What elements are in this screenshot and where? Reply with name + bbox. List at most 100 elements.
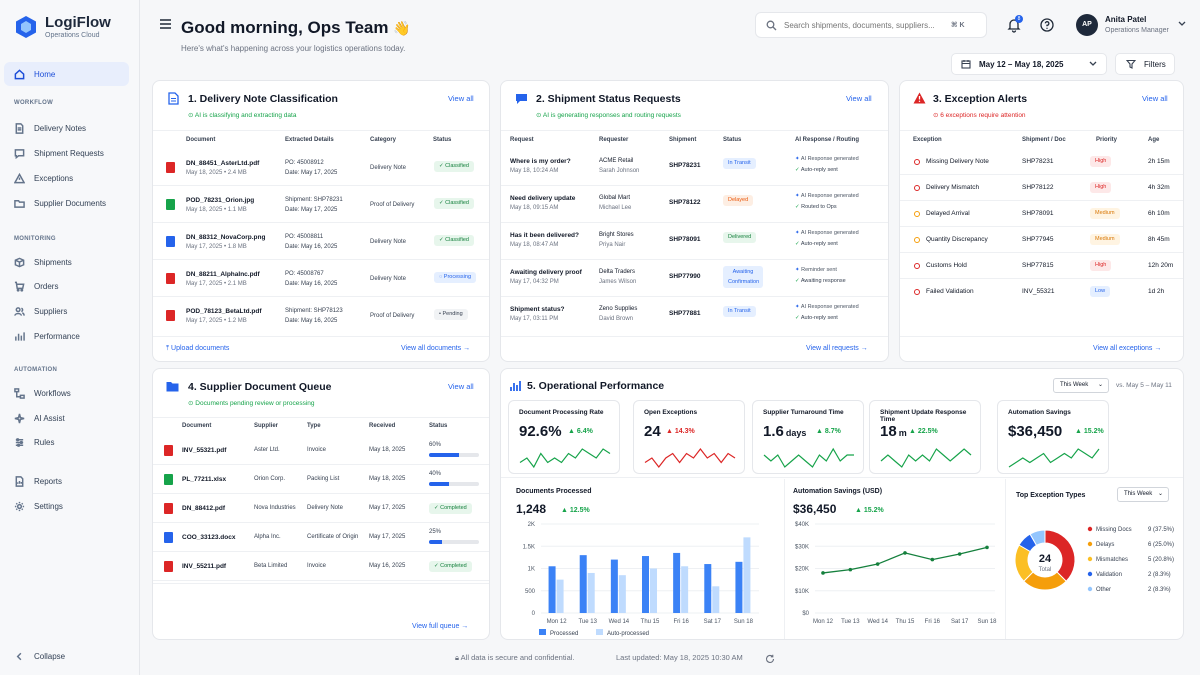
bar-auto-processed[interactable] bbox=[618, 575, 626, 613]
table-row[interactable]: Quantity Discrepancy SHP77945 Medium 8h 45m bbox=[900, 227, 1183, 253]
bar-auto-processed[interactable] bbox=[650, 568, 657, 614]
sidebar-item-rules[interactable]: Rules bbox=[4, 430, 129, 454]
data-point[interactable] bbox=[903, 551, 907, 555]
view-all-documents-link[interactable]: View all documents → bbox=[401, 345, 471, 352]
sidebar-item-performance[interactable]: Performance bbox=[4, 324, 129, 348]
data-point[interactable] bbox=[930, 557, 935, 562]
upload-documents-link[interactable]: ⤒ Upload documents bbox=[166, 345, 230, 352]
file-name[interactable]: POD_78123_BetaLtd.pdf bbox=[186, 308, 262, 315]
exception-name: Failed Validation bbox=[926, 288, 974, 295]
file-name[interactable]: DN_88412.pdf bbox=[182, 505, 225, 512]
kpi-card[interactable]: Automation Savings $36,450 ▲ 15.2% bbox=[997, 400, 1109, 474]
kpi-card[interactable]: Shipment Update Response Time 18 m ▲ 22.5% bbox=[869, 400, 981, 474]
table-row[interactable]: Delayed Arrival SHP78091 Medium 6h 10m bbox=[900, 201, 1183, 227]
file-name[interactable]: DN_88312_NovaCorp.png bbox=[186, 234, 266, 241]
bar-auto-processed[interactable] bbox=[587, 572, 595, 613]
table-row[interactable]: POD_78231_Orion.jpg May 18, 2025 • 1.1 MB… bbox=[153, 186, 489, 223]
data-point[interactable] bbox=[848, 567, 853, 572]
table-row[interactable]: INV_55321.pdf Aster Ltd. Invoice May 18, 20… bbox=[153, 436, 489, 465]
sidebar-item-home[interactable]: Home bbox=[4, 62, 129, 86]
collapse-button[interactable]: Collapse bbox=[4, 644, 129, 668]
view-all-link[interactable]: View all bbox=[448, 94, 474, 103]
kpi-card[interactable]: Document Processing Rate 92.6% ▲ 6.4% bbox=[508, 400, 620, 474]
table-row[interactable]: Where is my order? May 18, 10:24 AM ACME R… bbox=[501, 149, 888, 186]
file-name[interactable]: PL_77211.xlsx bbox=[182, 476, 227, 483]
menu-icon[interactable] bbox=[159, 18, 172, 30]
sidebar-item-delivery-notes[interactable]: Delivery Notes bbox=[4, 116, 129, 140]
filters-button[interactable]: Filters bbox=[1115, 53, 1175, 75]
table-row[interactable]: INV_55211.pdf Beta Limited Invoice May 16, … bbox=[153, 552, 489, 581]
search-input[interactable] bbox=[784, 20, 944, 30]
sidebar-item-supplier-documents[interactable]: Supplier Documents bbox=[4, 191, 129, 215]
legend-value: 5 (20.8%) bbox=[1148, 557, 1174, 563]
table-row[interactable]: DN_88211_AlphaInc.pdf May 17, 2025 • 2.1 … bbox=[153, 260, 489, 297]
bar-auto-processed[interactable] bbox=[556, 579, 564, 613]
sidebar-item-shipment-requests[interactable]: Shipment Requests bbox=[4, 141, 129, 165]
help-icon[interactable] bbox=[1039, 17, 1055, 33]
kpi-card[interactable]: Supplier Turnaround Time 1.6 days ▲ 8.7% bbox=[752, 400, 864, 474]
sidebar-item-workflows[interactable]: Workflows bbox=[4, 381, 129, 405]
priority-badge: Medium bbox=[1090, 208, 1120, 219]
view-all-link[interactable]: View all bbox=[1142, 94, 1168, 103]
refresh-icon[interactable] bbox=[765, 654, 775, 664]
data-point[interactable] bbox=[821, 571, 825, 575]
sidebar-item-suppliers[interactable]: Suppliers bbox=[4, 299, 129, 323]
table-row[interactable]: Need delivery update May 18, 09:15 AM Glob… bbox=[501, 186, 888, 223]
table-row[interactable]: DN_88312_NovaCorp.png May 17, 2025 • 1.8 … bbox=[153, 223, 489, 260]
bar-processed[interactable] bbox=[704, 564, 712, 613]
sidebar-item-ai-assist[interactable]: AI Assist bbox=[4, 406, 129, 430]
bar-auto-processed[interactable] bbox=[743, 537, 751, 613]
table-row[interactable]: Missing Delivery Note SHP78231 High 2h 15m bbox=[900, 149, 1183, 175]
table-row[interactable]: Shipment status? May 17, 03:11 PM Zeno Sup… bbox=[501, 297, 888, 334]
chart-period-select[interactable]: This Week ⌄ bbox=[1117, 487, 1169, 502]
table-row[interactable]: Delivery Mismatch SHP78122 High 4h 32m bbox=[900, 175, 1183, 201]
file-name[interactable]: POD_78231_Orion.jpg bbox=[186, 197, 255, 204]
app-logo[interactable]: LogiFlow Operations Cloud bbox=[14, 15, 111, 39]
view-all-link[interactable]: View all bbox=[846, 94, 872, 103]
sidebar-item-settings[interactable]: Settings bbox=[4, 494, 129, 518]
table-row[interactable]: Awaiting delivery proof May 17, 04:32 PM D… bbox=[501, 260, 888, 297]
pie-slice[interactable] bbox=[1029, 529, 1046, 546]
chevron-down-icon[interactable] bbox=[1178, 21, 1186, 27]
period-select[interactable]: This Week ⌄ bbox=[1053, 378, 1109, 393]
bar-processed[interactable] bbox=[642, 556, 649, 613]
kpi-card[interactable]: Open Exceptions 24 ▲ 14.3% bbox=[633, 400, 745, 474]
global-search[interactable]: ⌘ K bbox=[755, 12, 987, 38]
table-row[interactable]: COO_33123.docx Alpha Inc. Certificate of O… bbox=[153, 523, 489, 552]
file-name[interactable]: DN_88211_AlphaInc.pdf bbox=[186, 271, 260, 278]
bar-processed[interactable] bbox=[673, 552, 681, 613]
sidebar-item-orders[interactable]: Orders bbox=[4, 274, 129, 298]
sidebar-item-reports[interactable]: Reports bbox=[4, 469, 129, 493]
bar-auto-processed[interactable] bbox=[712, 586, 720, 613]
view-all-requests-link[interactable]: View all requests → bbox=[806, 345, 868, 352]
view-all-link[interactable]: View all bbox=[448, 382, 474, 391]
table-row[interactable]: Failed Validation INV_55321 Low 1d 2h bbox=[900, 279, 1183, 305]
table-row[interactable]: Customs Hold SHP77815 High 12h 20m bbox=[900, 253, 1183, 279]
view-all-exceptions-link[interactable]: View all exceptions → bbox=[1093, 345, 1162, 352]
data-point[interactable] bbox=[985, 545, 989, 550]
table-row[interactable]: DN_88412.pdf Nova Industries Delivery Note… bbox=[153, 494, 489, 523]
table-row[interactable]: Has it been delivered? May 18, 08:47 AM Br… bbox=[501, 223, 888, 260]
bar-processed[interactable] bbox=[735, 561, 743, 613]
file-name[interactable]: INV_55211.pdf bbox=[182, 563, 227, 570]
data-point[interactable] bbox=[957, 552, 962, 556]
bar-auto-processed[interactable] bbox=[681, 566, 689, 613]
sidebar-item-exceptions[interactable]: Exceptions bbox=[4, 166, 129, 190]
user-name[interactable]: Anita Patel bbox=[1105, 15, 1147, 24]
file-name[interactable]: COO_33123.docx bbox=[182, 534, 236, 541]
table-row[interactable]: DN_88451_AsterLtd.pdf May 18, 2025 • 2.4 … bbox=[153, 149, 489, 186]
progress-value: 40% bbox=[429, 471, 442, 477]
data-point[interactable] bbox=[875, 562, 880, 566]
bar-processed[interactable] bbox=[579, 555, 587, 613]
date-range-picker[interactable]: May 12 – May 18, 2025 bbox=[951, 53, 1107, 75]
file-name[interactable]: DN_88451_AsterLtd.pdf bbox=[186, 160, 260, 167]
bar-processed[interactable] bbox=[610, 559, 618, 613]
file-name[interactable]: INV_55321.pdf bbox=[182, 447, 227, 454]
avatar[interactable]: AP bbox=[1076, 14, 1098, 36]
view-full-queue-link[interactable]: View full queue → bbox=[412, 623, 469, 630]
table-row[interactable]: POD_78123_BetaLtd.pdf May 17, 2025 • 1.2 … bbox=[153, 297, 489, 334]
table-row[interactable]: PL_77211.xlsx Orion Corp. Packing List May … bbox=[153, 465, 489, 494]
sidebar-item-shipments[interactable]: Shipments bbox=[4, 250, 129, 274]
routing-text: Auto-reply sent bbox=[800, 167, 838, 173]
bar-processed[interactable] bbox=[548, 566, 556, 613]
